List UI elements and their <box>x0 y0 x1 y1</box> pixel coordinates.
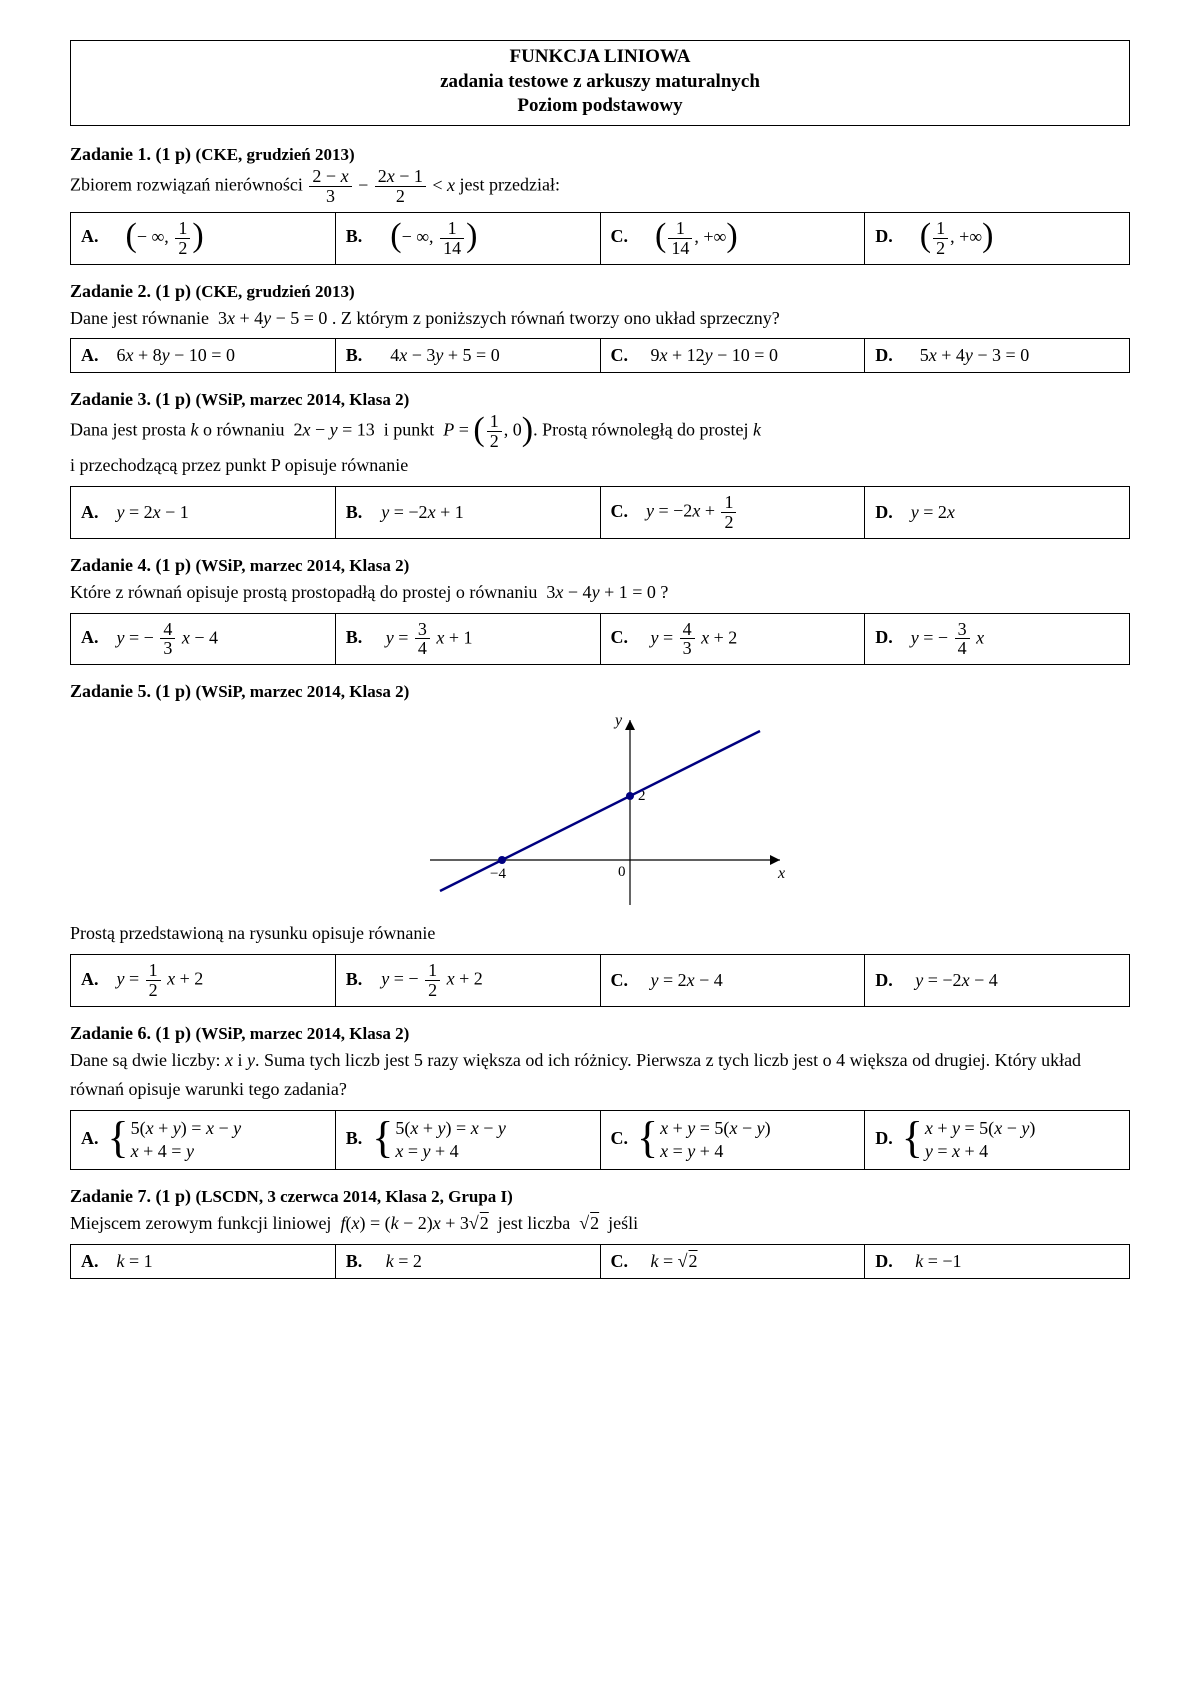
task-7: Zadanie 7. (1 p) (LSCDN, 3 czerwca 2014,… <box>70 1186 1130 1279</box>
task-src: (CKE, grudzień 2013) <box>196 282 355 301</box>
task-4: Zadanie 4. (1 p) (WSiP, marzec 2014, Kla… <box>70 555 1130 666</box>
answer-A: A. k = 1 <box>71 1245 336 1279</box>
answer-C: C. y = 43 x + 2 <box>600 613 865 665</box>
answer-A: A. {5(x + y) = x − yx + 4 = y <box>71 1110 336 1170</box>
answer-C: C. {x + y = 5(x − y)x = y + 4 <box>600 1110 865 1170</box>
task-2: Zadanie 2. (1 p) (CKE, grudzień 2013) Da… <box>70 281 1130 374</box>
task-7-title: Zadanie 7. (1 p) (LSCDN, 3 czerwca 2014,… <box>70 1186 1130 1207</box>
task-num: Zadanie 4. <box>70 555 151 575</box>
task-1: Zadanie 1. (1 p) (CKE, grudzień 2013) Zb… <box>70 144 1130 265</box>
task-src: (WSiP, marzec 2014, Klasa 2) <box>196 682 410 701</box>
task-5-prompt: Prostą przedstawioną na rysunku opisuje … <box>70 919 1130 948</box>
answer-A: A. 6x + 8y − 10 = 0 <box>71 339 336 373</box>
task-src: (WSiP, marzec 2014, Klasa 2) <box>196 1024 410 1043</box>
task-num: Zadanie 2. <box>70 281 151 301</box>
task-src: (WSiP, marzec 2014, Klasa 2) <box>196 390 410 409</box>
page-header: FUNKCJA LINIOWA zadania testowe z arkusz… <box>70 40 1130 126</box>
task-pts: (1 p) <box>156 555 192 575</box>
header-line-2: zadania testowe z arkuszy maturalnych <box>71 70 1129 95</box>
answer-D: D. y = 2x <box>865 487 1130 539</box>
task-3-title: Zadanie 3. (1 p) (WSiP, marzec 2014, Kla… <box>70 389 1130 410</box>
answer-A: A. (− ∞, 12) <box>71 212 336 264</box>
answer-B: B. {5(x + y) = x − yx = y + 4 <box>335 1110 600 1170</box>
svg-text:0: 0 <box>618 864 626 880</box>
answer-C: C. y = −2x + 12 <box>600 487 865 539</box>
task-1-title: Zadanie 1. (1 p) (CKE, grudzień 2013) <box>70 144 1130 165</box>
task-6-title: Zadanie 6. (1 p) (WSiP, marzec 2014, Kla… <box>70 1023 1130 1044</box>
task-pts: (1 p) <box>156 144 192 164</box>
answer-D: D. y = −2x − 4 <box>865 955 1130 1007</box>
task-num: Zadanie 3. <box>70 389 151 409</box>
answer-C: C. k = √2 <box>600 1245 865 1279</box>
task-2-title: Zadanie 2. (1 p) (CKE, grudzień 2013) <box>70 281 1130 302</box>
answer-B: B. y = − 12 x + 2 <box>335 955 600 1007</box>
task-num: Zadanie 6. <box>70 1023 151 1043</box>
header-line-3: Poziom podstawowy <box>71 94 1129 119</box>
line-chart-svg: x y 0 −4 2 <box>410 710 790 910</box>
header-line-1: FUNKCJA LINIOWA <box>71 45 1129 70</box>
task-4-title: Zadanie 4. (1 p) (WSiP, marzec 2014, Kla… <box>70 555 1130 576</box>
task-1-prompt: Zbiorem rozwiązań nierówności 2 − x3 − 2… <box>70 167 1130 206</box>
svg-text:−4: −4 <box>490 866 506 882</box>
task-5-title: Zadanie 5. (1 p) (WSiP, marzec 2014, Kla… <box>70 681 1130 702</box>
answer-A: A. y = 2x − 1 <box>71 487 336 539</box>
task-num: Zadanie 7. <box>70 1186 151 1206</box>
task-3: Zadanie 3. (1 p) (WSiP, marzec 2014, Kla… <box>70 389 1130 538</box>
task-pts: (1 p) <box>156 1023 192 1043</box>
answer-B: B. 4x − 3y + 5 = 0 <box>335 339 600 373</box>
task-2-answers: A. 6x + 8y − 10 = 0 B. 4x − 3y + 5 = 0 C… <box>70 338 1130 373</box>
task-6: Zadanie 6. (1 p) (WSiP, marzec 2014, Kla… <box>70 1023 1130 1170</box>
answer-C: C. y = 2x − 4 <box>600 955 865 1007</box>
answer-D: D. {x + y = 5(x − y)y = x + 4 <box>865 1110 1130 1170</box>
answer-B: B. y = 34 x + 1 <box>335 613 600 665</box>
task-2-prompt: Dane jest równanie 3x + 4y − 5 = 0 . Z k… <box>70 304 1130 333</box>
task-src: (LSCDN, 3 czerwca 2014, Klasa 2, Grupa I… <box>196 1187 513 1206</box>
task-4-prompt: Które z równań opisuje prostą prostopadł… <box>70 578 1130 607</box>
task-src: (CKE, grudzień 2013) <box>196 145 355 164</box>
task-1-answers: A. (− ∞, 12) B. (− ∞, 114) C. (114, +∞) … <box>70 212 1130 265</box>
task-pts: (1 p) <box>156 389 192 409</box>
task-num: Zadanie 1. <box>70 144 151 164</box>
answer-C: C. 9x + 12y − 10 = 0 <box>600 339 865 373</box>
answer-D: D. (12, +∞) <box>865 212 1130 264</box>
task-6-answers: A. {5(x + y) = x − yx + 4 = y B. {5(x + … <box>70 1110 1130 1171</box>
task-7-prompt: Miejscem zerowym funkcji liniowej f(x) =… <box>70 1209 1130 1238</box>
answer-B: B. k = 2 <box>335 1245 600 1279</box>
task-7-answers: A. k = 1 B. k = 2 C. k = √2 D. k = −1 <box>70 1244 1130 1279</box>
answer-D: D. 5x + 4y − 3 = 0 <box>865 339 1130 373</box>
answer-A: A. y = 12 x + 2 <box>71 955 336 1007</box>
task-6-prompt: Dane są dwie liczby: x i y. Suma tych li… <box>70 1046 1130 1104</box>
task-3-prompt: Dana jest prosta k o równaniu 2x − y = 1… <box>70 412 1130 480</box>
task-5-answers: A. y = 12 x + 2 B. y = − 12 x + 2 C. y =… <box>70 954 1130 1007</box>
answer-D: D. y = − 34 x <box>865 613 1130 665</box>
answer-A: A. y = − 43 x − 4 <box>71 613 336 665</box>
svg-text:x: x <box>777 865 785 882</box>
answer-B: B. y = −2x + 1 <box>335 487 600 539</box>
task-num: Zadanie 5. <box>70 681 151 701</box>
svg-text:y: y <box>613 712 623 729</box>
task-pts: (1 p) <box>156 681 192 701</box>
answer-B: B. (− ∞, 114) <box>335 212 600 264</box>
task-pts: (1 p) <box>156 1186 192 1206</box>
task-4-answers: A. y = − 43 x − 4 B. y = 34 x + 1 C. y =… <box>70 613 1130 666</box>
task-5: Zadanie 5. (1 p) (WSiP, marzec 2014, Kla… <box>70 681 1130 1007</box>
answer-D: D. k = −1 <box>865 1245 1130 1279</box>
task-3-answers: A. y = 2x − 1 B. y = −2x + 1 C. y = −2x … <box>70 486 1130 539</box>
task-pts: (1 p) <box>156 281 192 301</box>
task-src: (WSiP, marzec 2014, Klasa 2) <box>196 556 410 575</box>
task-5-chart: x y 0 −4 2 <box>70 710 1130 915</box>
answer-C: C. (114, +∞) <box>600 212 865 264</box>
